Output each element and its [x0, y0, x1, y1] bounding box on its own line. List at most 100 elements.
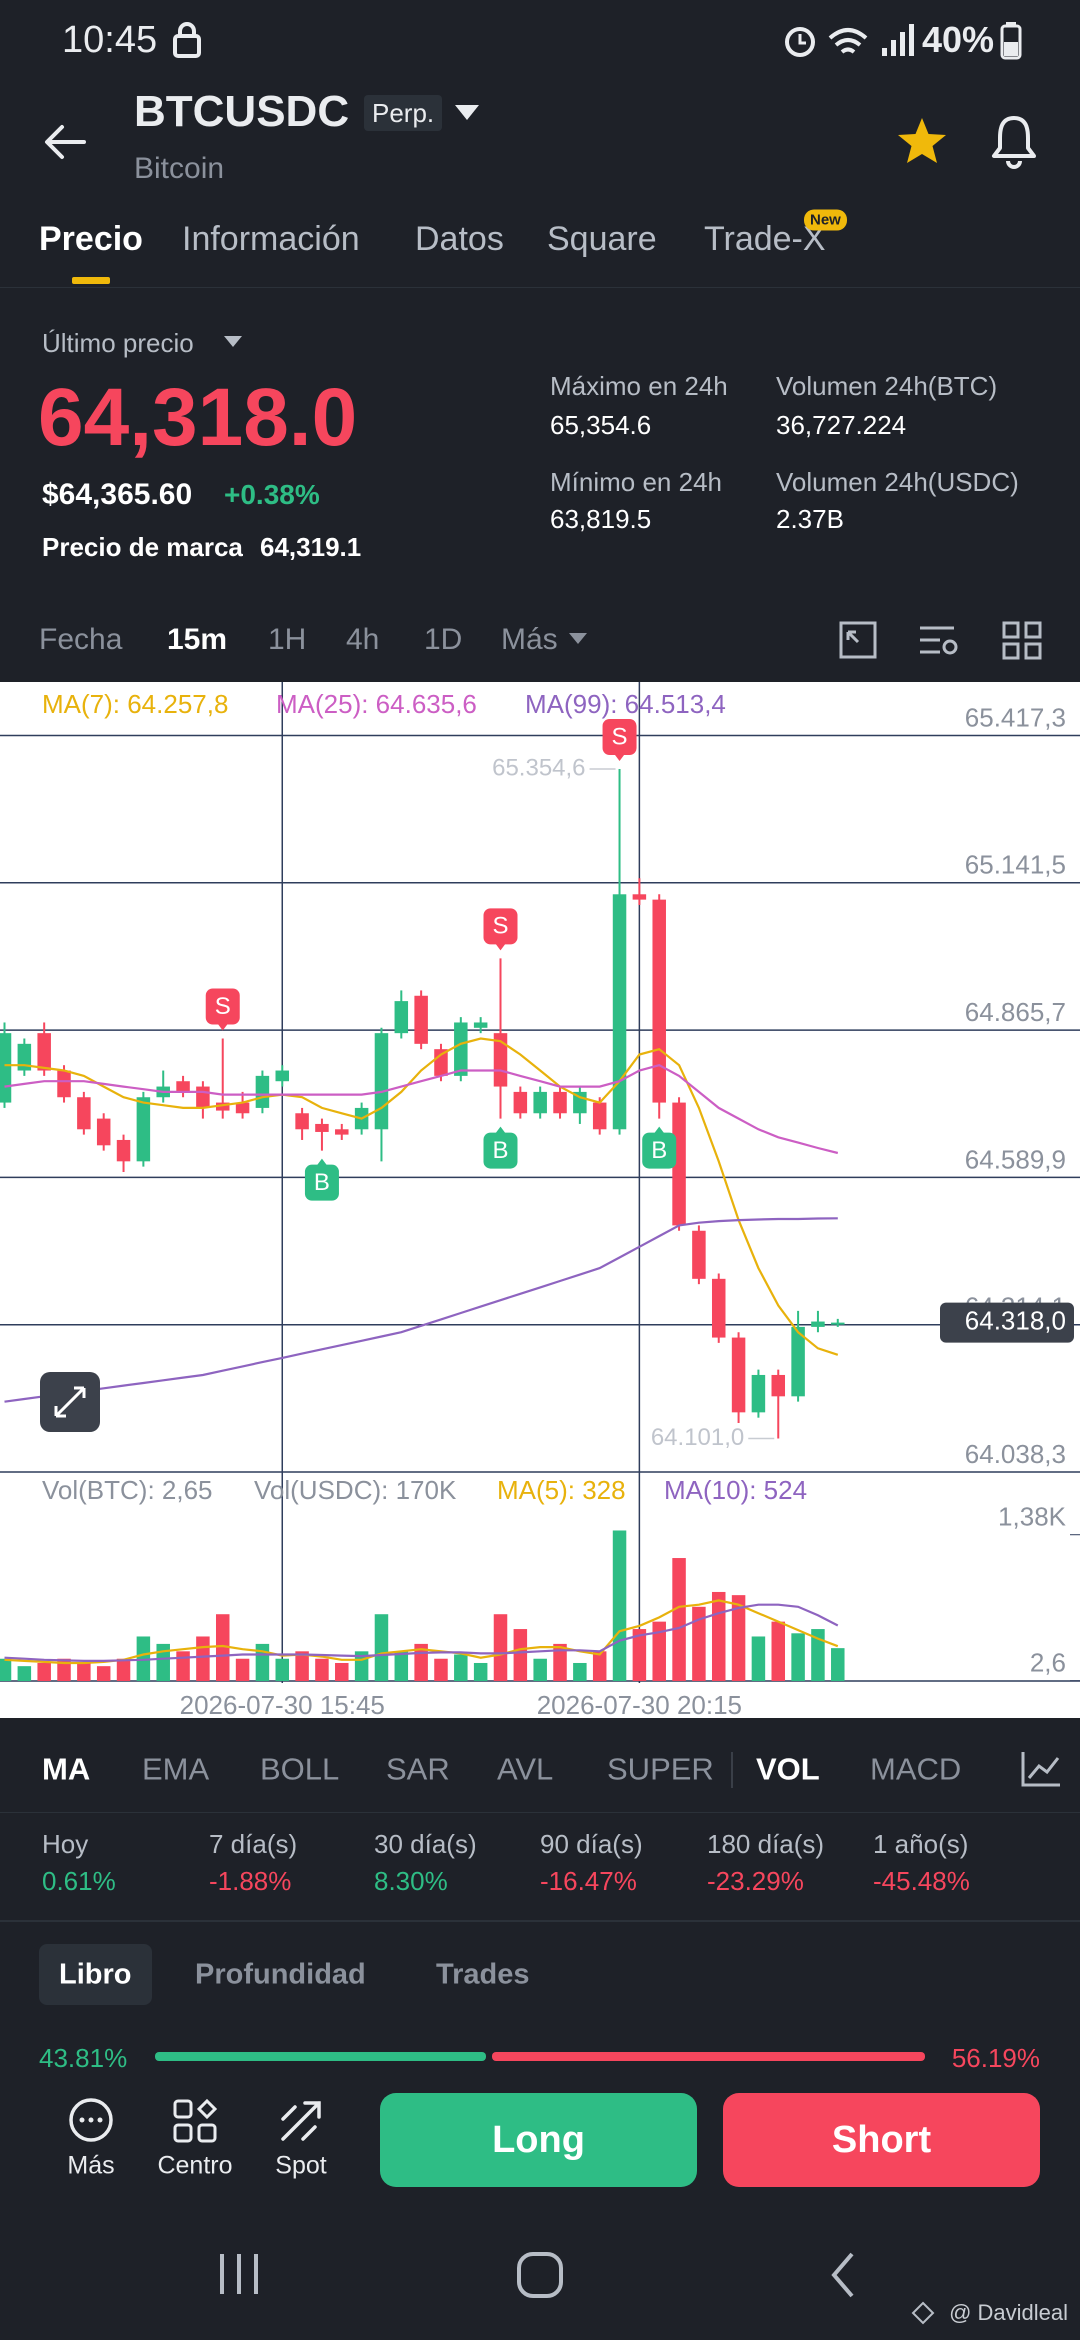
action-label[interactable]: Spot — [275, 2151, 327, 2180]
book-tab[interactable]: Profundidad — [195, 1958, 366, 1991]
volume-bar — [493, 1614, 508, 1681]
tab[interactable]: Trade-X — [704, 220, 826, 258]
performance-value: 8.30% — [374, 1866, 448, 1896]
alert-bell[interactable] — [990, 114, 1038, 169]
timeframe[interactable]: Más — [501, 623, 558, 656]
back-button[interactable] — [44, 124, 88, 160]
candle-body — [0, 1033, 12, 1103]
performance-label: 30 día(s) — [374, 1829, 477, 1859]
y-tick-label: 65.141,5 — [965, 850, 1066, 880]
ma-line — [4, 1217, 838, 1403]
contract-badge: Perp. — [364, 95, 443, 131]
volume-bar — [275, 1658, 290, 1681]
volume-bar — [116, 1658, 131, 1681]
new-badge: New — [804, 209, 847, 231]
indicator[interactable]: AVL — [497, 1751, 554, 1787]
candle-body — [275, 1070, 290, 1082]
sell-marker — [483, 908, 518, 945]
volume-bar — [692, 1606, 706, 1681]
candle-body — [77, 1097, 91, 1130]
performance-value: -23.29% — [707, 1866, 804, 1896]
stat-value: 2.37B — [776, 504, 844, 534]
volume-bar — [811, 1629, 825, 1681]
spot-icon[interactable] — [279, 2099, 323, 2143]
candle-body — [553, 1091, 567, 1114]
buy-marker — [642, 1132, 677, 1169]
volume-bar — [37, 1662, 51, 1681]
candle-body — [533, 1091, 547, 1114]
y-tick-label: 64.589,9 — [965, 1144, 1066, 1174]
indicator[interactable]: SAR — [386, 1751, 450, 1787]
timeframe[interactable]: 4h — [346, 623, 380, 656]
indicator[interactable]: MA — [42, 1751, 91, 1787]
action-label[interactable]: Centro — [157, 2151, 233, 2180]
y-tick-label: 65.417,3 — [965, 702, 1066, 732]
tab[interactable]: Información — [182, 220, 360, 258]
volume-bar — [513, 1629, 528, 1681]
volume-bar — [612, 1530, 627, 1681]
sell-marker-pointer — [494, 942, 507, 951]
candle-body — [751, 1374, 766, 1413]
symbol[interactable]: BTCUSDC — [134, 87, 350, 136]
candle-body — [493, 1033, 508, 1087]
timeframe[interactable]: 1D — [424, 623, 463, 656]
symbol-dropdown[interactable] — [454, 104, 480, 122]
sell-marker-pointer — [216, 1022, 229, 1031]
legend-entry: MA(5): 328 — [497, 1475, 626, 1505]
chart-tools[interactable] — [838, 620, 1048, 660]
volume-bar — [711, 1591, 726, 1681]
volume-bar — [315, 1658, 329, 1681]
volume-bar — [295, 1651, 309, 1681]
tab[interactable]: Datos — [415, 220, 504, 258]
candle-body — [632, 894, 647, 900]
watermark: @ Davidleal — [949, 2300, 1068, 2325]
last-price-tag — [940, 1302, 1074, 1343]
volume-bar — [533, 1658, 547, 1681]
dropdown-arrow — [569, 633, 587, 644]
volume-bar — [394, 1651, 409, 1681]
timeframe[interactable]: 1H — [268, 623, 307, 656]
stat-value: 63,819.5 — [550, 504, 652, 534]
extreme-label: 65.354,6 — [492, 754, 585, 781]
tab[interactable]: Precio — [39, 220, 143, 258]
volume-bar — [731, 1595, 746, 1681]
tab[interactable]: Square — [547, 220, 657, 258]
book-tab[interactable]: Trades — [436, 1958, 530, 1991]
extreme-label: 64.101,0 — [651, 1424, 744, 1451]
volume-bar — [255, 1643, 270, 1681]
performance-label: 1 año(s) — [873, 1829, 969, 1859]
indicator[interactable]: VOL — [756, 1751, 820, 1787]
book-tab[interactable]: Libro — [59, 1958, 132, 1991]
candlestick-chart: 2026-07-30 15:45 2026-07-30 20:15 65.417,3… — [0, 682, 1080, 1718]
long-button[interactable]: Long — [380, 2093, 697, 2187]
candle-body — [295, 1113, 309, 1130]
ma-line — [4, 1064, 839, 1155]
ratio-label: 43.81% — [39, 2043, 128, 2073]
indicator[interactable]: SUPER — [607, 1751, 714, 1787]
candle-body — [394, 1001, 409, 1034]
volume-bar — [0, 1658, 12, 1681]
indicator[interactable]: BOLL — [260, 1751, 340, 1787]
timeframe[interactable]: Fecha — [39, 623, 123, 656]
volume-ma-line — [4, 1599, 839, 1665]
x-tick-label: 2026-07-30 20:15 — [537, 1690, 742, 1718]
short-button[interactable]: Short — [723, 2093, 1040, 2187]
indicator[interactable]: MACD — [870, 1751, 962, 1787]
more-icon[interactable] — [68, 2097, 114, 2143]
sell-marker — [602, 718, 637, 755]
last-price-label[interactable]: Último precio — [42, 328, 194, 358]
indicator-settings[interactable] — [1020, 1750, 1062, 1788]
sell-signal: S — [215, 993, 231, 1020]
volume-bar — [96, 1666, 111, 1681]
timeframe[interactable]: 15m — [167, 623, 228, 656]
center-icon[interactable] — [173, 2098, 218, 2143]
action-label[interactable]: Más — [67, 2151, 115, 2180]
indicator[interactable]: EMA — [142, 1751, 210, 1787]
stat-value: 65,354.6 — [550, 410, 652, 440]
candle-body — [672, 1102, 686, 1226]
favorite-star[interactable] — [896, 116, 948, 166]
buy-marker — [304, 1164, 339, 1201]
volume-bar — [215, 1614, 230, 1681]
performance-label: Hoy — [42, 1829, 89, 1859]
performance-label: 7 día(s) — [209, 1829, 298, 1859]
